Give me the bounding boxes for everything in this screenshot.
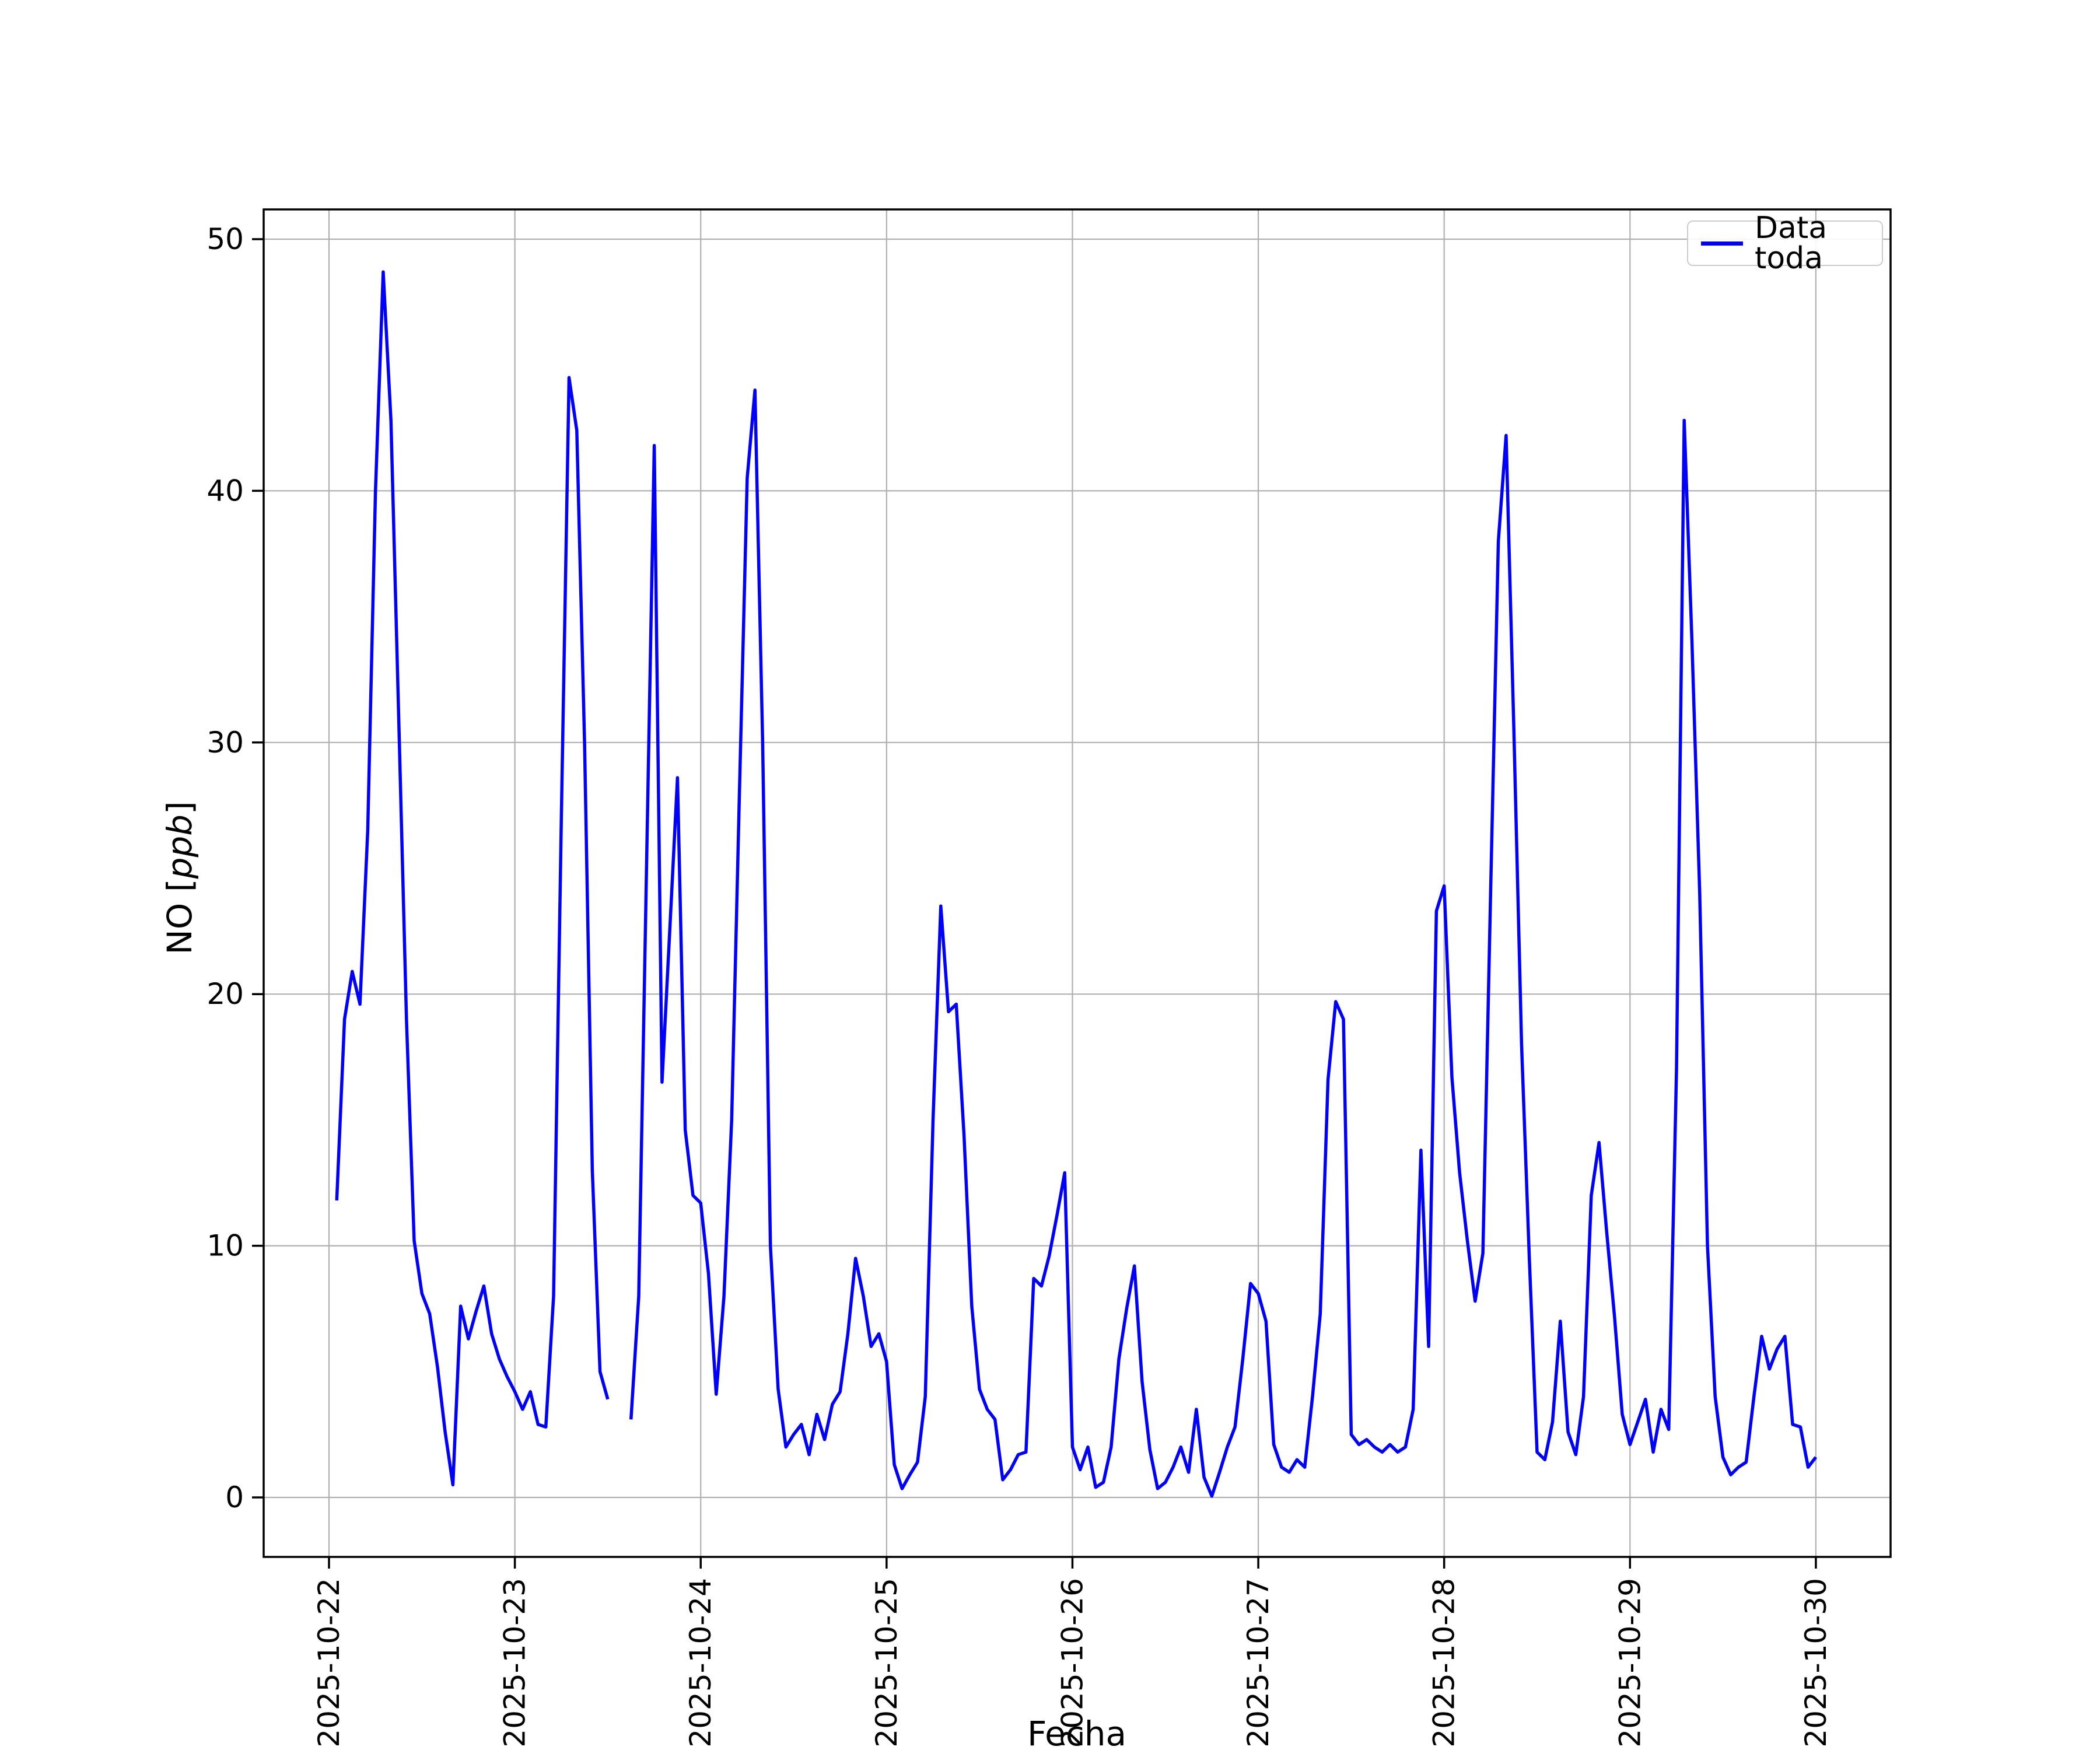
x-tick-label: 2025-10-30 (1799, 1578, 1833, 1748)
x-tick-label: 2025-10-25 (870, 1578, 904, 1748)
y-tick-label: 40 (206, 474, 244, 508)
data-line (335, 270, 610, 1487)
y-tick-label: 20 (206, 977, 244, 1011)
legend-line-sample-icon (1701, 241, 1743, 246)
x-tick-label: 2025-10-23 (498, 1578, 532, 1748)
y-tick-label: 0 (225, 1480, 244, 1514)
x-tick-label: 2025-10-29 (1613, 1578, 1647, 1748)
x-tick-label: 2025-10-27 (1241, 1578, 1275, 1748)
axes-spines (262, 208, 1892, 1558)
x-axis-label: Fecha (1027, 1714, 1127, 1750)
x-tick-label: 2025-10-22 (312, 1578, 346, 1748)
legend-box: Data toda (1687, 213, 1883, 274)
x-tick-label: 2025-10-28 (1427, 1578, 1461, 1748)
x-tick-label: 2025-10-24 (684, 1578, 718, 1748)
legend-label: Data toda (1755, 211, 1828, 276)
y-axis-label: NO [ppb] (160, 801, 200, 954)
y-tick-label: 30 (206, 726, 244, 760)
y-tick-label: 50 (206, 222, 244, 256)
y-tick-label: 10 (206, 1229, 244, 1263)
data-line (629, 388, 1818, 1498)
x-tick-label: 2025-10-26 (1055, 1578, 1089, 1748)
y-axis-label-suffix: ] (160, 801, 200, 815)
y-axis-label-units: ppb (160, 814, 200, 879)
y-axis-label-prefix: NO [ (160, 878, 200, 955)
